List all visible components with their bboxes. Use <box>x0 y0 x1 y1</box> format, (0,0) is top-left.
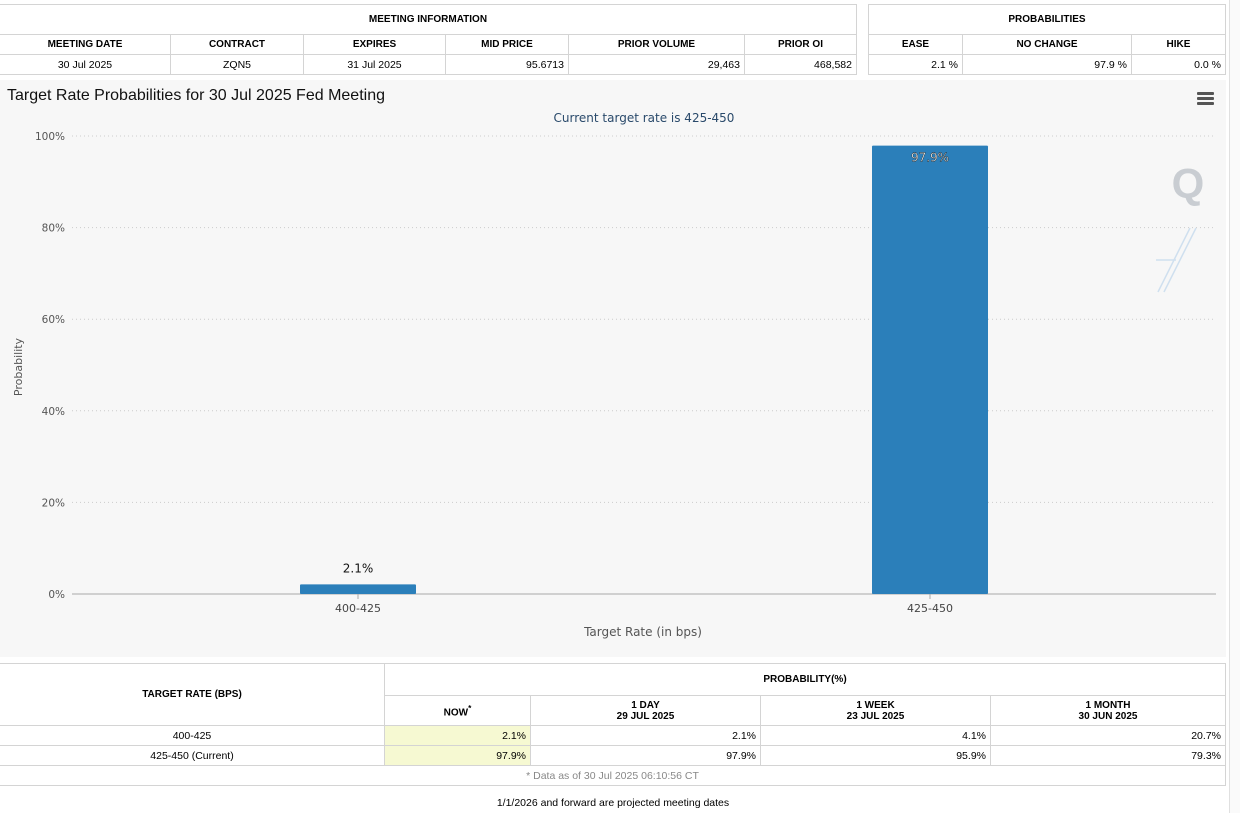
y-tick-label: 20% <box>42 497 65 509</box>
header-contract: CONTRACT <box>170 34 304 55</box>
watermark-logo: Q <box>1156 160 1205 293</box>
watermark-q: Q <box>1172 160 1205 207</box>
expires-value: 31 Jul 2025 <box>303 54 446 75</box>
y-tick-label: 0% <box>48 589 65 601</box>
header-target-rate: TARGET RATE (BPS) <box>0 663 385 726</box>
header-ease: EASE <box>868 34 963 55</box>
1day-cell: 2.1% <box>530 725 761 746</box>
now-label: NOW <box>443 707 469 719</box>
mid-price-value: 95.6713 <box>445 54 569 75</box>
probability-history-table: TARGET RATE (BPS) PROBABILITY(%) NOW* 1 … <box>0 663 1226 786</box>
now-cell: 97.9% <box>384 745 531 766</box>
chart-subtitle: Current target rate is 425-450 <box>554 111 735 125</box>
bar-425-450 <box>872 145 988 595</box>
forward-dates-note: 1/1/2026 and forward are projected meeti… <box>496 797 730 809</box>
rate-cell: 425-450 (Current) <box>0 745 385 766</box>
bar-400-425 <box>300 584 416 594</box>
now-marker: * <box>468 702 472 713</box>
meeting-info-table: MEETING INFORMATION MEETING DATE CONTRAC… <box>0 4 857 75</box>
y-tick-label: 60% <box>42 314 65 326</box>
y-tick-label: 80% <box>42 223 65 235</box>
header-mid-price: MID PRICE <box>445 34 569 55</box>
1month-label: 1 MONTH <box>1085 699 1131 711</box>
y-tick-label: 40% <box>42 406 65 418</box>
chart-title: Target Rate Probabilities for 30 Jul 202… <box>7 87 385 104</box>
1day-date: 29 JUL 2025 <box>616 710 675 722</box>
vertical-scrollbar[interactable] <box>1229 0 1240 813</box>
1day-label: 1 DAY <box>631 699 660 711</box>
x-axis-title: Target Rate (in bps) <box>583 625 702 639</box>
header-prior-oi: PRIOR OI <box>744 34 857 55</box>
1week-date: 23 JUL 2025 <box>846 710 905 722</box>
contract-value: ZQN5 <box>170 54 304 75</box>
probabilities-title: PROBABILITIES <box>868 4 1226 35</box>
chart-panel: Q 0% 20% 40% 60% 80% 100% 400-425 2.1% 425-450 97… <box>0 80 1226 657</box>
header-hike: HIKE <box>1131 34 1226 55</box>
data-label: 97.9% <box>911 151 949 165</box>
meeting-info-title: MEETING INFORMATION <box>0 4 857 35</box>
hike-value: 0.0 % <box>1131 54 1226 75</box>
header-now: NOW* <box>384 695 531 726</box>
1week-cell: 4.1% <box>760 725 991 746</box>
no-change-value: 97.9 % <box>962 54 1132 75</box>
y-axis-title: Probability <box>12 337 25 396</box>
header-1day: 1 DAY 29 JUL 2025 <box>530 695 761 726</box>
1week-cell: 95.9% <box>760 745 991 766</box>
x-tick-label: 400-425 <box>335 602 381 615</box>
header-prior-volume: PRIOR VOLUME <box>568 34 745 55</box>
1month-cell: 20.7% <box>990 725 1226 746</box>
probability-chart: Q 0% 20% 40% 60% 80% 100% 400-425 2.1% 425-450 97… <box>12 111 1216 639</box>
1month-cell: 79.3% <box>990 745 1226 766</box>
header-1month: 1 MONTH 30 JUN 2025 <box>990 695 1226 726</box>
header-meeting-date: MEETING DATE <box>0 34 171 55</box>
prior-oi-value: 468,582 <box>744 54 857 75</box>
header-1week: 1 WEEK 23 JUL 2025 <box>760 695 991 726</box>
data-label: 2.1% <box>343 561 374 575</box>
1week-label: 1 WEEK <box>856 699 895 711</box>
rate-cell: 400-425 <box>0 725 385 746</box>
header-expires: EXPIRES <box>303 34 446 55</box>
table-row: 400-425 2.1% 2.1% 4.1% 20.7% <box>0 725 1226 746</box>
1day-cell: 97.9% <box>530 745 761 766</box>
ease-value: 2.1 % <box>868 54 963 75</box>
probabilities-table: PROBABILITIES EASE NO CHANGE HIKE 2.1 % … <box>868 4 1226 75</box>
1month-date: 30 JUN 2025 <box>1078 710 1138 722</box>
meeting-date-value: 30 Jul 2025 <box>0 54 171 75</box>
chart-menu-icon[interactable] <box>1197 92 1214 106</box>
now-cell: 2.1% <box>384 725 531 746</box>
header-probability: PROBABILITY(%) <box>384 663 1226 696</box>
header-no-change: NO CHANGE <box>962 34 1132 55</box>
prior-volume-value: 29,463 <box>568 54 745 75</box>
y-tick-label: 100% <box>35 131 65 143</box>
table-row: 425-450 (Current) 97.9% 97.9% 95.9% 79.3… <box>0 745 1226 766</box>
x-tick-label: 425-450 <box>907 602 953 615</box>
data-timestamp-note: * Data as of 30 Jul 2025 06:10:56 CT <box>0 765 1226 786</box>
